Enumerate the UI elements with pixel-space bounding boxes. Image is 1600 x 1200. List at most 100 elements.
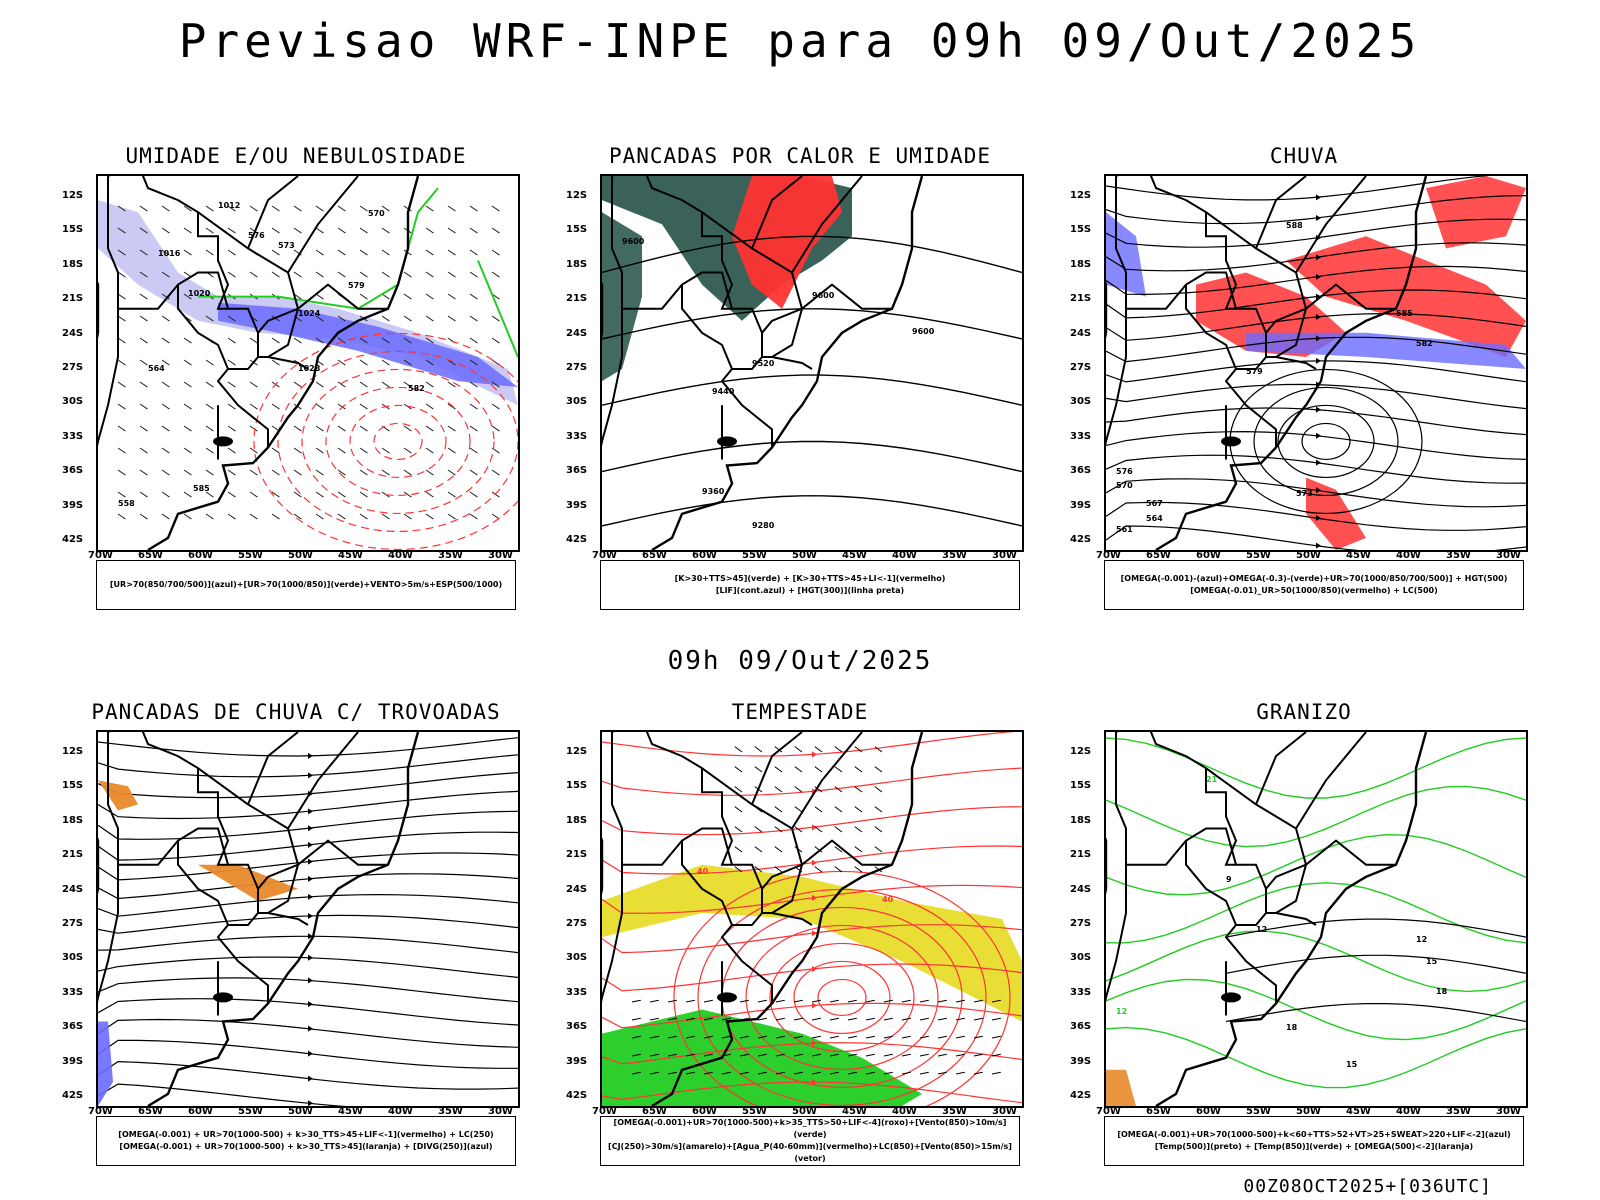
lake-mark: [1221, 992, 1241, 1003]
lon-tick-label: 60W: [1196, 550, 1221, 561]
lon-tick-label: 40W: [1396, 1106, 1421, 1117]
wind850-vector: [829, 1071, 839, 1075]
wind-vector: [359, 447, 368, 454]
wind-vector: [403, 315, 412, 322]
wind850-vector: [847, 1017, 857, 1021]
country-border: [612, 176, 773, 448]
wind-vector: [161, 447, 170, 454]
country-border: [1116, 732, 1277, 1004]
contour-label: 9600: [812, 291, 835, 300]
streamline: [98, 1018, 518, 1048]
lat-tick-label: 33S: [566, 986, 588, 998]
country-border: [751, 176, 803, 249]
wind-vector: [425, 381, 434, 388]
wind850-vector: [829, 1035, 839, 1039]
wind-vector: [469, 425, 478, 432]
wind850-vector: [734, 866, 743, 873]
wind-vector: [117, 315, 126, 322]
wind850-vector: [775, 1017, 785, 1021]
contour-label: 12: [1116, 1007, 1127, 1016]
rain-area: [1306, 477, 1366, 550]
wind850-vector: [874, 846, 883, 853]
wind-vector: [249, 227, 258, 234]
wind-vector: [183, 491, 192, 498]
wind850-vector: [874, 746, 883, 753]
contour-label: 570: [368, 209, 385, 218]
wind-vector: [249, 447, 258, 454]
wind-vector: [403, 425, 412, 432]
lat-tick-label: 27S: [566, 362, 588, 373]
panel-chuva: CHUVA 588 585 582 579 576 573 570 567 564 561 [OM…: [1064, 144, 1544, 624]
lat-tick-label: 18S: [566, 814, 588, 826]
wind-vector: [491, 249, 500, 256]
country-border: [1106, 308, 1127, 447]
wind850-vector: [834, 866, 843, 873]
wind850-vector: [883, 1053, 893, 1057]
wind-vector: [359, 469, 368, 476]
panel-tempestade: TEMPESTADE 40 40 [OMEGA(-0.001)+UR>70(100…: [560, 700, 1040, 1180]
temp850-contour: [1106, 930, 1526, 993]
lon-tick-label: 65W: [1146, 1106, 1171, 1117]
wind-vector: [249, 403, 258, 410]
lon-tick-label: 65W: [138, 550, 163, 561]
legend-line: [OMEGA(-0.001)+UR>70(1000-500)+k<60+TTS>…: [1117, 1130, 1511, 1139]
country-border: [612, 732, 773, 1004]
lon-tick-label: 50W: [792, 550, 817, 561]
humid-low-contour: [198, 187, 439, 310]
lat-tick-label: 42S: [566, 534, 588, 545]
wind-vector: [469, 447, 478, 454]
wind850-vector: [793, 1053, 803, 1057]
country-border: [611, 732, 733, 866]
wind-vector: [359, 381, 368, 388]
k-tts-li-area: [732, 176, 842, 309]
lon-tick-label: 55W: [1246, 1106, 1271, 1117]
wind850-vector: [734, 826, 743, 833]
wind-vector: [117, 227, 126, 234]
wind-vector: [425, 447, 434, 454]
flow-arrow: [308, 954, 313, 961]
contour-label: 15: [1426, 957, 1438, 966]
lon-tick-label: 65W: [138, 1106, 163, 1117]
lon-tick-label: 60W: [692, 550, 717, 561]
lat-tick-label: 30S: [1070, 952, 1092, 964]
contour-label: 561: [1116, 525, 1133, 534]
contour-label: 1016: [158, 249, 181, 258]
wind-vector: [139, 227, 148, 234]
country-border: [107, 176, 229, 310]
wind-vector: [337, 315, 346, 322]
wind850-vector: [883, 1017, 893, 1021]
wind-vector: [403, 513, 412, 520]
wind850-vector: [814, 866, 823, 873]
wind850-vector: [973, 999, 983, 1003]
wind850-vector: [901, 1017, 911, 1021]
wind850-vector: [649, 1017, 659, 1021]
map-borders: [602, 732, 924, 1106]
wind850-vector: [774, 846, 783, 853]
wind850-vector: [794, 786, 803, 793]
wind-vector: [447, 403, 456, 410]
wind-vector: [249, 271, 258, 278]
country-border: [681, 284, 733, 370]
map-canvas: 12 12 15 18 18 15 12 9 21: [1106, 732, 1526, 1106]
panel-title: UMIDADE E/OU NEBULOSIDADE: [125, 144, 467, 168]
wind-vector: [381, 227, 390, 234]
wind850-vector: [775, 999, 785, 1003]
country-border: [1275, 356, 1317, 370]
lat-tick-label: 18S: [62, 814, 84, 826]
wind850-vector: [754, 846, 763, 853]
wind850-vector: [667, 999, 677, 1003]
wind-vector: [293, 293, 302, 300]
lat-tick-label: 42S: [62, 1090, 84, 1101]
wind-vector: [403, 469, 412, 476]
wind-vector: [293, 227, 302, 234]
wind-vector: [293, 513, 302, 520]
wind850-vector: [631, 1035, 641, 1039]
country-border: [701, 211, 804, 334]
lon-tick-label: 30W: [1496, 1106, 1521, 1117]
wind-vector: [205, 249, 214, 256]
wind-vector: [359, 249, 368, 256]
lon-tick-label: 30W: [488, 1106, 513, 1117]
lat-tick-label: 30S: [1070, 396, 1092, 408]
lon-tick-label: 35W: [1446, 550, 1471, 561]
wind-vector: [381, 315, 390, 322]
